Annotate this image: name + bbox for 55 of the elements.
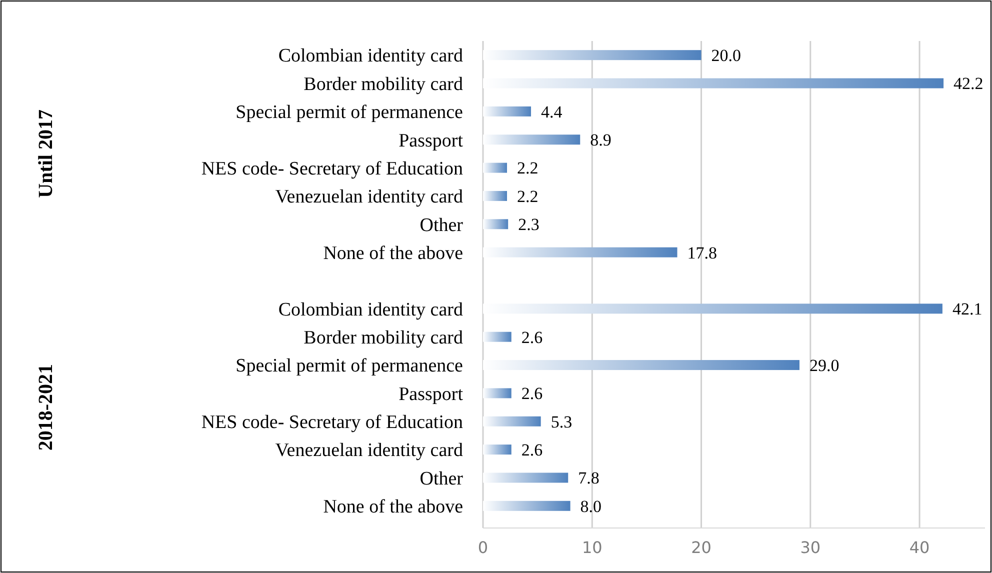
data-label: 4.4 — [541, 102, 563, 122]
bar — [483, 416, 541, 426]
y-tick-label: Other — [420, 468, 464, 490]
y-tick-label: Passport — [398, 130, 464, 152]
bar — [483, 360, 800, 370]
bar — [483, 219, 508, 230]
y-tick-label: Other — [420, 214, 464, 236]
bar — [483, 78, 944, 88]
bar — [483, 134, 580, 145]
text: 2018-2021 — [35, 364, 57, 451]
bar — [483, 388, 512, 398]
data-label: 20.0 — [711, 46, 742, 66]
y-tick-label: NES code- Secretary of Education — [201, 412, 464, 434]
data-label: 17.8 — [687, 243, 717, 262]
data-label: 8.9 — [590, 130, 612, 150]
bar — [483, 190, 508, 201]
x-tick-label: 0 — [478, 538, 488, 557]
y-tick-label: Colombian identity card — [278, 299, 464, 320]
y-tick-label: Border mobility card — [304, 74, 464, 95]
data-label: 2.3 — [518, 215, 540, 234]
bar — [483, 106, 532, 116]
data-label: 2.2 — [517, 158, 538, 178]
x-tick-label: 30 — [800, 538, 821, 557]
x-tick-label: 10 — [582, 538, 602, 557]
y-tick-label: NES code- Secretary of Education — [201, 158, 464, 180]
bar — [483, 472, 568, 483]
x-tick-label: 20 — [691, 538, 712, 557]
bar — [483, 50, 702, 60]
data-label: 2.6 — [521, 328, 543, 347]
bar — [483, 304, 942, 314]
data-label: 5.3 — [550, 412, 572, 432]
data-label: 29.0 — [809, 356, 840, 375]
y-tick-label: Special permit of permanence — [236, 356, 463, 377]
bar — [483, 247, 678, 258]
bar — [483, 162, 508, 173]
bar — [483, 444, 512, 455]
data-label: 42.1 — [952, 300, 982, 319]
data-label: 2.6 — [521, 440, 543, 460]
y-tick-label: None of the above — [323, 242, 463, 264]
y-tick-label: Special permit of permanence — [236, 102, 463, 124]
data-label: 42.2 — [954, 74, 984, 94]
y-tick-label: Venezuelan identity card — [275, 186, 464, 208]
data-label: 2.2 — [517, 186, 538, 206]
x-tick-label: 40 — [909, 538, 930, 557]
bar — [483, 332, 512, 342]
y-tick-label: Venezuelan identity card — [275, 440, 464, 462]
data-label: 7.8 — [578, 468, 600, 488]
text: Until 2017 — [35, 110, 57, 198]
y-tick-label: None of the above — [323, 496, 463, 518]
y-tick-label: Colombian identity card — [278, 46, 464, 67]
y-tick-label: Passport — [398, 384, 464, 405]
data-label: 2.6 — [521, 384, 543, 404]
y-tick-label: Border mobility card — [304, 328, 464, 349]
data-label: 8.0 — [580, 496, 602, 516]
bar — [483, 500, 570, 511]
